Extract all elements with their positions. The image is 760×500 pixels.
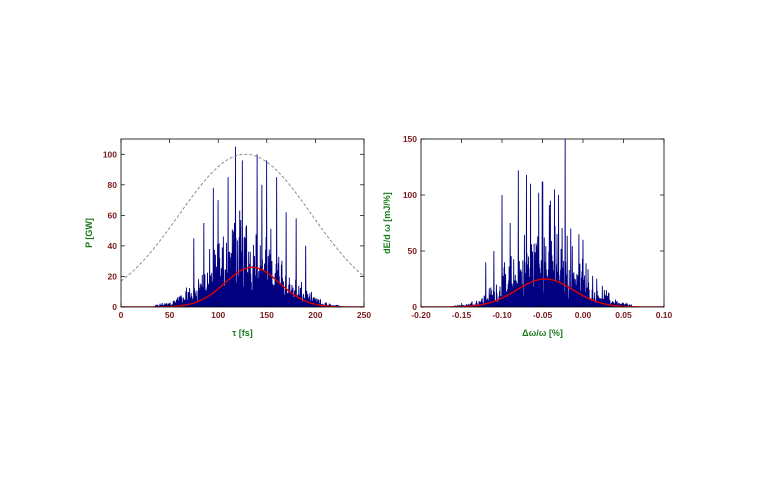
- spectrum-x-tick-label: 0.05: [615, 310, 632, 320]
- spectrum-x-axis-label: Δω/ω [%]: [522, 328, 563, 338]
- spectrum-chart: -0.20 -0.15 -0.10 -0.05 0.00 0.05 0.10 0 50 100 15…: [382, 134, 673, 338]
- power-x-tick-label: 100: [211, 310, 225, 320]
- spectrum-ticks: -0.20 -0.15 -0.10 -0.05 0.00 0.05 0.10 0 50 100 15…: [403, 134, 673, 320]
- spectrum-x-tick-label: -0.20: [411, 310, 431, 320]
- power-y-tick-label: 60: [108, 210, 118, 220]
- power-x-axis-label: τ [fs]: [232, 328, 253, 338]
- spectrum-x-tick-label: 0.00: [575, 310, 592, 320]
- power-y-tick-label: 100: [103, 149, 117, 159]
- power-y-tick-label: 80: [108, 180, 118, 190]
- power-y-tick-label: 20: [108, 271, 118, 281]
- power-x-tick-label: 200: [308, 310, 322, 320]
- power-y-tick-label: 0: [112, 302, 117, 312]
- spectrum-x-tick-label: -0.05: [533, 310, 553, 320]
- power-series-layer: [121, 146, 364, 307]
- spectrum-x-tick-label: -0.15: [452, 310, 472, 320]
- power-plot-frame: [120, 138, 365, 308]
- spectrum-y-tick-label: 50: [408, 246, 418, 256]
- power-x-tick-label: 150: [260, 310, 274, 320]
- power-x-tick-label: 0: [119, 310, 124, 320]
- spectrum-x-tick-label: 0.10: [656, 310, 673, 320]
- spectrum-series-layer: [421, 139, 664, 307]
- power-ticks: 0 50 100 150 200 250 0 20 40 60 80 100: [103, 139, 371, 320]
- power-x-tick-label: 50: [165, 310, 175, 320]
- spectrum-spiky-series: [453, 139, 633, 307]
- spectrum-y-tick-label: 100: [403, 190, 417, 200]
- power-chart: 0 50 100 150 200 250 0 20 40 60 80 100 τ [fs] P [GW…: [84, 138, 371, 338]
- power-y-tick-label: 40: [108, 241, 118, 251]
- spectrum-y-tick-label: 0: [412, 302, 417, 312]
- power-spiky-series: [154, 146, 341, 307]
- power-x-tick-label: 250: [357, 310, 371, 320]
- spectrum-y-axis-label: dE/d ω [mJ/%]: [382, 192, 392, 254]
- power-y-axis-label: P [GW]: [84, 218, 94, 248]
- spectrum-y-tick-label: 150: [403, 134, 417, 144]
- spectrum-x-tick-label: -0.10: [492, 310, 512, 320]
